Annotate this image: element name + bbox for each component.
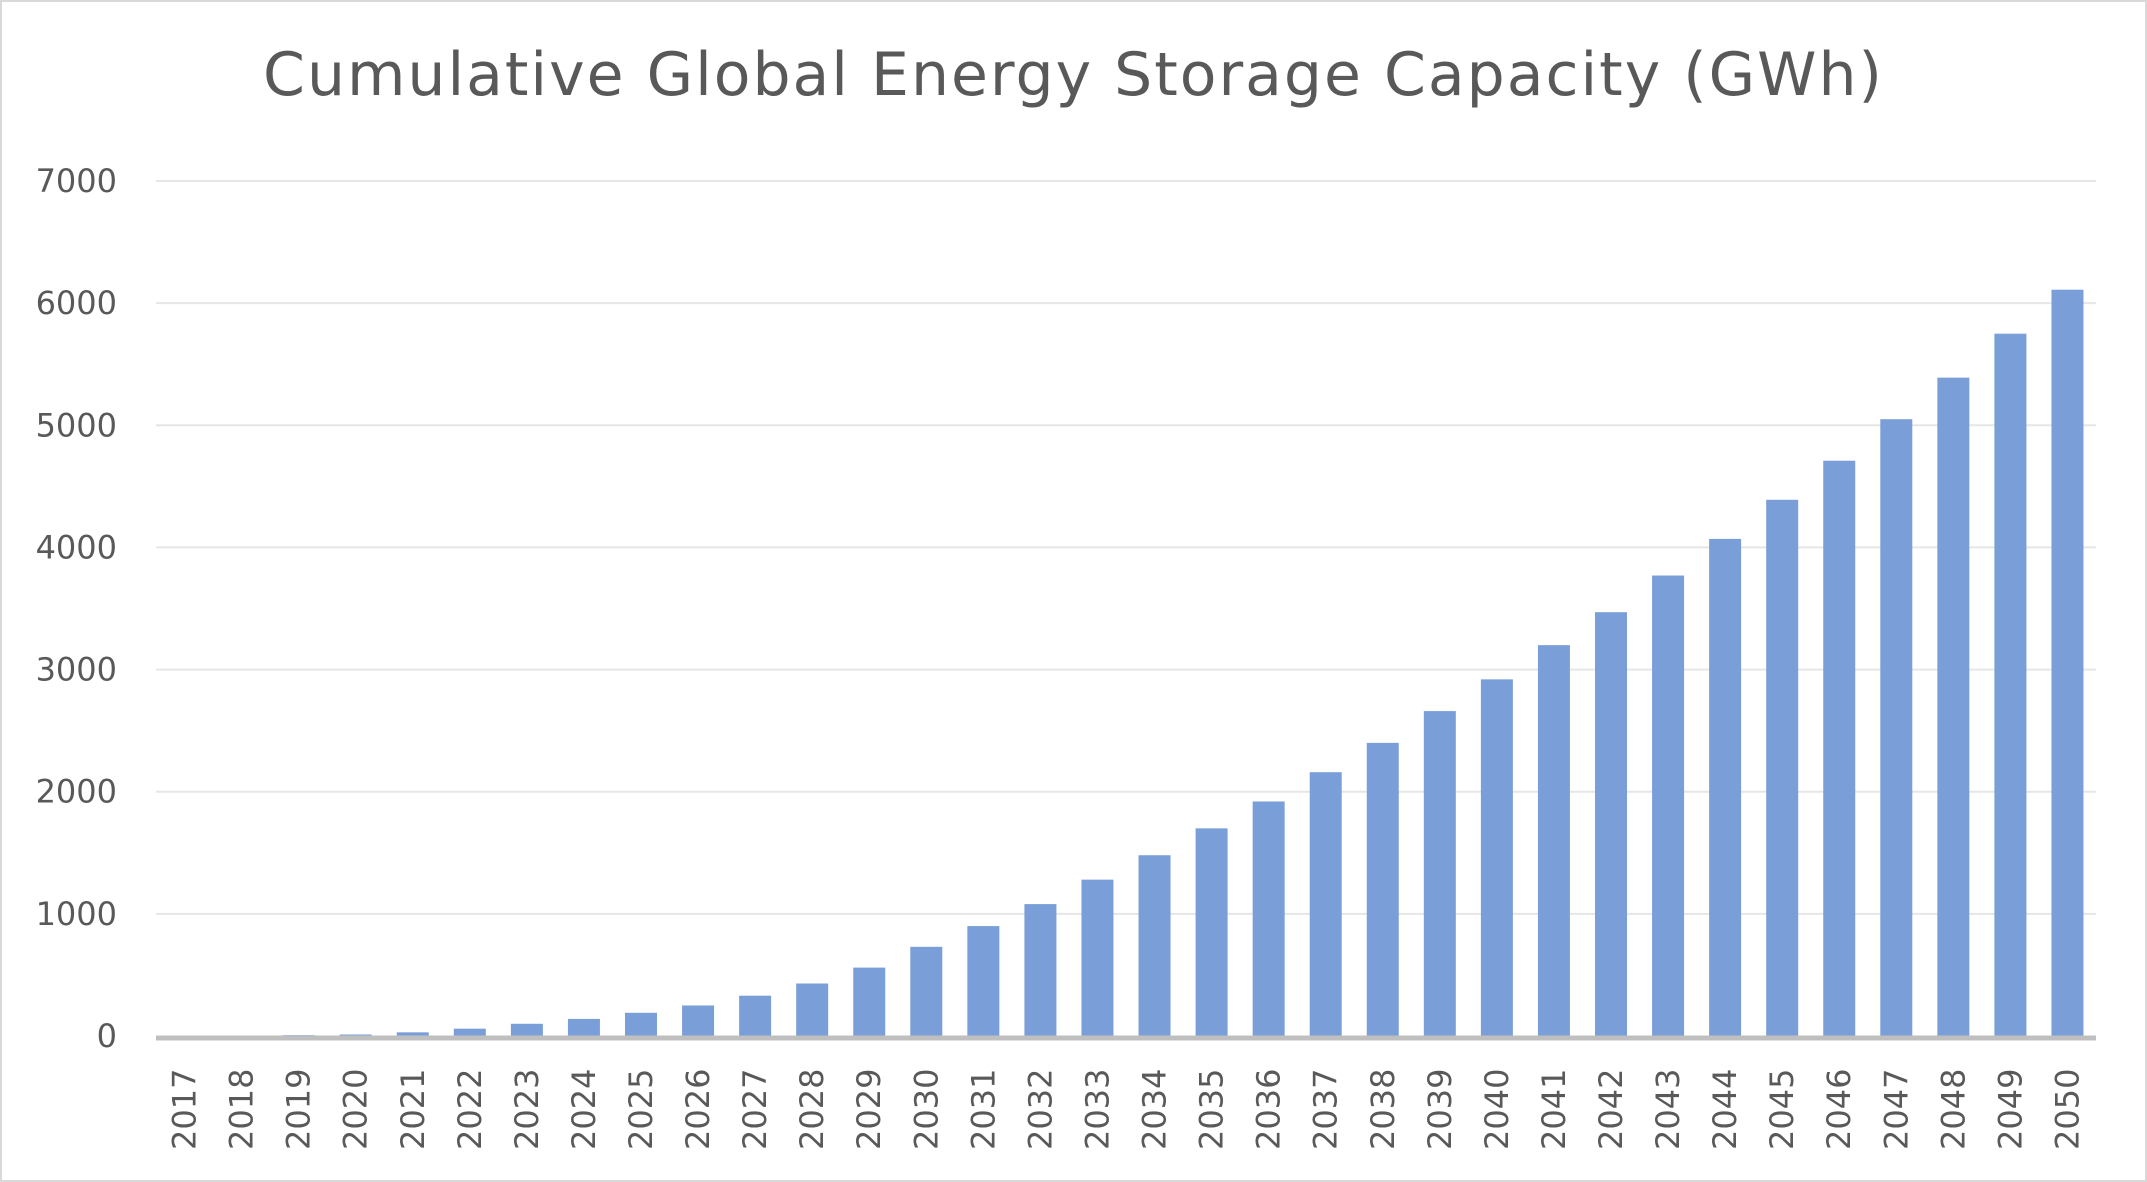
bar-2032: [1024, 904, 1057, 1036]
bar-2048: [1937, 377, 1970, 1036]
x-tick-label-2040: 2040: [1478, 1069, 1516, 1150]
x-axis-ticks: 2017 2018 2019 2020 2021 2022 2023 2024 2025 2026…: [166, 1069, 2087, 1150]
bar-2040: [1480, 679, 1513, 1036]
bar-2045: [1766, 499, 1799, 1036]
bar-2042: [1595, 612, 1627, 1036]
x-tick-label-2018: 2018: [223, 1069, 261, 1150]
bar-2035: [1195, 828, 1228, 1036]
bar-2031: [967, 926, 1000, 1036]
x-tick-label-2023: 2023: [508, 1069, 546, 1150]
x-tick-label-2035: 2035: [1193, 1069, 1231, 1150]
bar-2034: [1138, 855, 1171, 1036]
x-tick-label-2022: 2022: [451, 1069, 489, 1150]
bar-2037: [1309, 772, 1342, 1036]
x-tick-label-2027: 2027: [736, 1069, 774, 1150]
y-tick-label: 0: [97, 1017, 117, 1055]
chart-title: Cumulative Global Energy Storage Capacit…: [263, 40, 1884, 110]
bar-2043: [1652, 575, 1685, 1036]
bar-2044: [1709, 538, 1742, 1036]
x-tick-label-2021: 2021: [394, 1069, 432, 1150]
x-tick-label-2041: 2041: [1535, 1069, 1573, 1150]
bar-2022: [453, 1028, 486, 1036]
bar-2050: [2051, 289, 2084, 1036]
bar-2046: [1823, 460, 1856, 1036]
bar-2038: [1366, 742, 1399, 1036]
bar-2027: [739, 995, 772, 1036]
bar-2036: [1252, 801, 1285, 1036]
gridlines: [156, 180, 2096, 915]
x-tick-label-2037: 2037: [1307, 1069, 1345, 1150]
bar-2025: [625, 1012, 657, 1036]
x-tick-label-2030: 2030: [907, 1069, 945, 1150]
bar-2021: [396, 1032, 429, 1036]
bar-2039: [1423, 711, 1456, 1036]
y-tick-label: 6000: [36, 284, 117, 322]
bar-2020: [339, 1034, 372, 1036]
x-tick-label-2017: 2017: [166, 1069, 204, 1150]
y-tick-label: 4000: [36, 528, 117, 566]
bar-2026: [682, 1005, 715, 1036]
x-tick-label-2046: 2046: [1820, 1069, 1858, 1150]
x-tick-label-2031: 2031: [964, 1069, 1002, 1150]
y-tick-label: 5000: [36, 406, 117, 444]
bar-2033: [1081, 879, 1114, 1036]
x-tick-label-2044: 2044: [1706, 1069, 1744, 1150]
x-tick-label-2050: 2050: [2048, 1069, 2086, 1150]
bar-2041: [1537, 645, 1570, 1036]
bar-2024: [567, 1018, 600, 1036]
x-tick-label-2034: 2034: [1136, 1069, 1174, 1150]
x-tick-label-2045: 2045: [1763, 1069, 1801, 1150]
x-tick-label-2020: 2020: [337, 1069, 375, 1150]
x-tick-label-2019: 2019: [280, 1069, 318, 1150]
x-tick-label-2024: 2024: [565, 1069, 603, 1150]
bars: [168, 289, 2084, 1036]
y-axis-ticks: 0 1000 2000 3000 4000 5000 6000 7000: [36, 162, 117, 1055]
x-tick-label-2029: 2029: [850, 1069, 888, 1150]
x-tick-label-2038: 2038: [1364, 1069, 1402, 1150]
y-tick-label: 7000: [36, 162, 117, 200]
x-tick-label-2047: 2047: [1877, 1069, 1915, 1150]
x-tick-label-2033: 2033: [1078, 1069, 1116, 1150]
x-tick-label-2049: 2049: [1991, 1069, 2029, 1150]
x-tick-label-2043: 2043: [1649, 1069, 1687, 1150]
x-tick-label-2028: 2028: [793, 1069, 831, 1150]
y-tick-label: 1000: [36, 895, 117, 933]
bar-2023: [510, 1023, 543, 1036]
bar-2029: [853, 967, 886, 1036]
x-tick-label-2026: 2026: [679, 1069, 717, 1150]
x-tick-label-2042: 2042: [1592, 1069, 1630, 1150]
x-tick-label-2032: 2032: [1021, 1069, 1059, 1150]
x-tick-label-2039: 2039: [1421, 1069, 1459, 1150]
bar-2028: [796, 983, 829, 1036]
y-tick-label: 2000: [36, 773, 117, 811]
bar-2030: [910, 946, 943, 1036]
bar-2049: [1994, 333, 2027, 1036]
x-tick-label-2025: 2025: [622, 1069, 660, 1150]
bar-2047: [1880, 419, 1913, 1036]
x-tick-label-2048: 2048: [1934, 1069, 1972, 1150]
y-tick-label: 3000: [36, 651, 117, 689]
x-tick-label-2036: 2036: [1250, 1069, 1288, 1150]
